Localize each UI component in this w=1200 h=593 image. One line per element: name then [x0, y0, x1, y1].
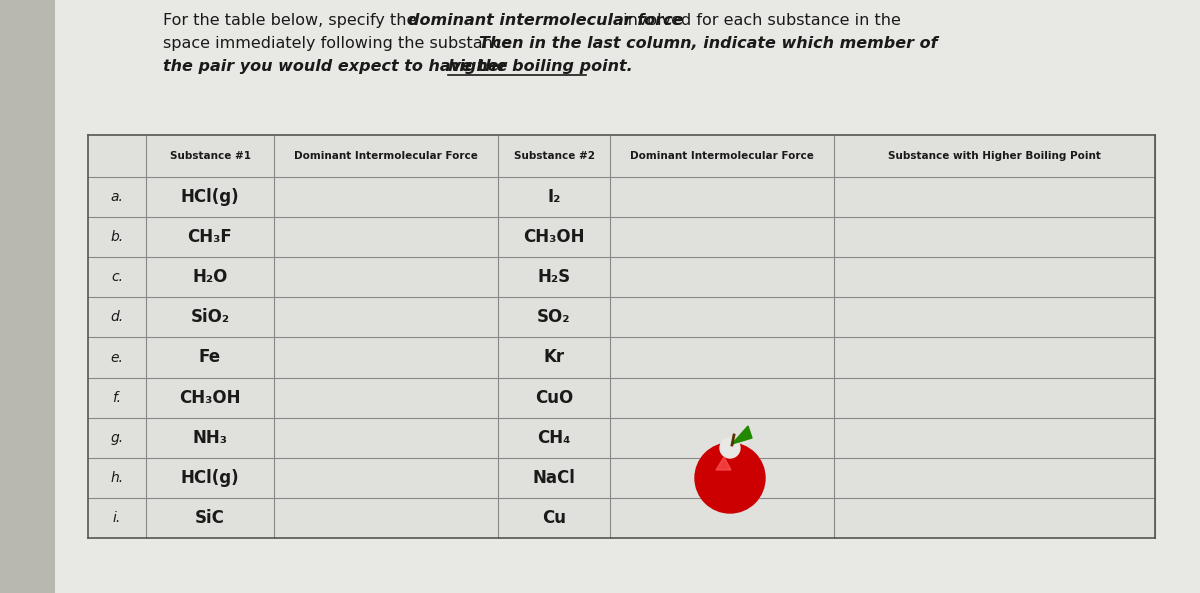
- Text: dominant intermolecular force: dominant intermolecular force: [408, 13, 684, 28]
- Text: Dominant Intermolecular Force: Dominant Intermolecular Force: [630, 151, 814, 161]
- Polygon shape: [732, 426, 752, 444]
- Text: f.: f.: [113, 391, 121, 404]
- Text: NH₃: NH₃: [192, 429, 228, 447]
- Text: c.: c.: [112, 270, 124, 284]
- Text: involved for each substance in the: involved for each substance in the: [618, 13, 901, 28]
- Text: SO₂: SO₂: [538, 308, 571, 326]
- Text: h.: h.: [110, 471, 124, 485]
- Circle shape: [695, 443, 766, 513]
- Text: higher boiling point.: higher boiling point.: [448, 59, 632, 74]
- Text: SiC: SiC: [196, 509, 224, 527]
- Text: Then in the last column, indicate which member of: Then in the last column, indicate which …: [479, 36, 937, 51]
- Polygon shape: [716, 457, 731, 470]
- Text: Substance #2: Substance #2: [514, 151, 594, 161]
- Circle shape: [720, 438, 740, 458]
- Text: CH₃F: CH₃F: [187, 228, 233, 246]
- Text: I₂: I₂: [547, 188, 560, 206]
- Text: Substance with Higher Boiling Point: Substance with Higher Boiling Point: [888, 151, 1100, 161]
- Text: Fe: Fe: [199, 349, 221, 366]
- Text: HCl(g): HCl(g): [181, 188, 239, 206]
- Text: b.: b.: [110, 230, 124, 244]
- Text: Substance #1: Substance #1: [169, 151, 251, 161]
- Text: CuO: CuO: [535, 388, 574, 407]
- FancyBboxPatch shape: [55, 0, 1200, 593]
- Text: SiO₂: SiO₂: [191, 308, 229, 326]
- FancyBboxPatch shape: [88, 135, 1154, 538]
- Text: d.: d.: [110, 310, 124, 324]
- Text: a.: a.: [110, 190, 124, 204]
- Text: the pair you would expect to have the: the pair you would expect to have the: [163, 59, 514, 74]
- Text: NaCl: NaCl: [533, 469, 576, 487]
- Text: i.: i.: [113, 511, 121, 525]
- Text: CH₃OH: CH₃OH: [523, 228, 584, 246]
- Text: H₂S: H₂S: [538, 268, 570, 286]
- Text: space immediately following the substance.: space immediately following the substanc…: [163, 36, 527, 51]
- Text: HCl(g): HCl(g): [181, 469, 239, 487]
- Text: e.: e.: [110, 350, 124, 365]
- Text: Kr: Kr: [544, 349, 564, 366]
- Text: CH₄: CH₄: [538, 429, 571, 447]
- Text: Cu: Cu: [542, 509, 566, 527]
- Text: Dominant Intermolecular Force: Dominant Intermolecular Force: [294, 151, 478, 161]
- Text: g.: g.: [110, 431, 124, 445]
- Text: CH₃OH: CH₃OH: [179, 388, 241, 407]
- Text: H₂O: H₂O: [192, 268, 228, 286]
- Text: For the table below, specify the: For the table below, specify the: [163, 13, 421, 28]
